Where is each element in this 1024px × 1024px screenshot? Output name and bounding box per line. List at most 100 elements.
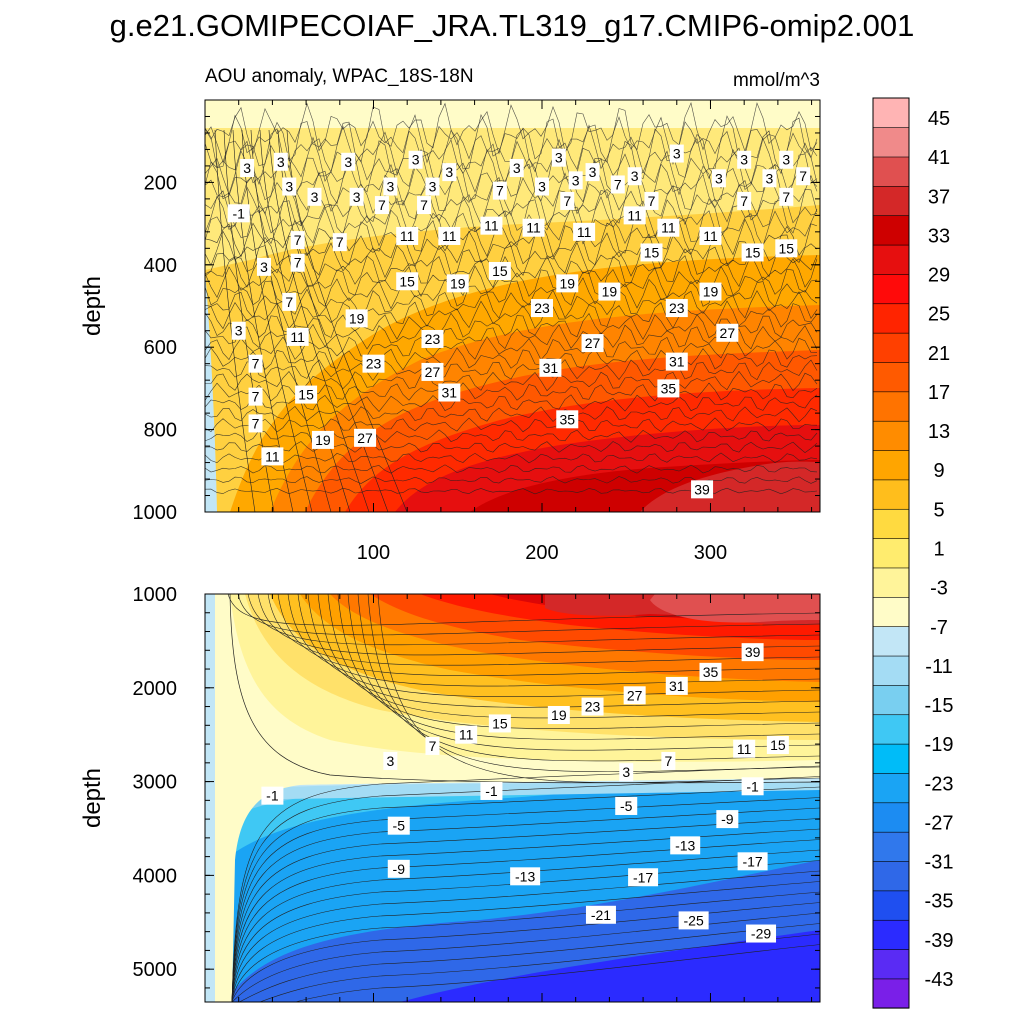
colorbar-label: 45 [928, 108, 950, 130]
top-contour-label: 3 [534, 177, 549, 196]
colorbar-label: 37 [928, 186, 950, 208]
contour-label-box [425, 736, 440, 755]
contour-label-text: 7 [648, 193, 656, 209]
bottom-contour-label: 11 [455, 725, 478, 744]
top-contour-label: 31 [539, 358, 562, 377]
contour-label-box [737, 852, 768, 871]
bottom-contour-label: 3 [383, 751, 398, 770]
contour-label-text: 3 [260, 259, 268, 275]
bottom-contour-line-cold [232, 933, 820, 1002]
top-contour-line [205, 253, 818, 289]
colorbar-label: -15 [925, 695, 954, 717]
top-contour-label: 19 [345, 309, 368, 328]
bottom-contour-label: 3 [619, 763, 634, 782]
bottom-contour-label: -9 [716, 810, 739, 829]
bottom-panel: 39 35 31 27 23 19 15 15 11 11 7 7 3 3 -1 -1 -1 -5 -5 -9 -9 -1… [79, 584, 821, 1003]
contour-label-box [766, 736, 789, 755]
contour-label-box [762, 169, 777, 188]
top-contour-line [205, 241, 818, 279]
colorbar-swatch [872, 361, 910, 393]
top-contour-label: 23 [362, 354, 385, 373]
contour-label-text: 3 [429, 179, 437, 195]
contour-label-box [699, 282, 722, 301]
contour-label-box [307, 187, 322, 206]
contour-label-text: 3 [285, 179, 293, 195]
top-contour-label: 23 [665, 299, 688, 318]
colorbar-swatch [872, 919, 910, 950]
contour-label-box [349, 187, 364, 206]
contour-label-box [311, 430, 334, 449]
contour-label-box [627, 167, 642, 186]
bottom-fill-band [400, 930, 820, 1002]
top-contour-label: 19 [311, 430, 334, 449]
bottom-ytick-label: 5000 [133, 959, 178, 981]
contour-label-text: -9 [393, 861, 406, 877]
bottom-contour-label: 15 [488, 714, 511, 733]
top-contour-line [205, 300, 818, 330]
main-title: g.e21.GOMIPECOIAF_JRA.TL319_g17.CMIP6-om… [110, 8, 915, 43]
bottom-contour-line-cold [231, 881, 820, 1002]
colorbar-label: 9 [933, 460, 944, 482]
bottom-contour-line-warm [227, 594, 820, 626]
contour-label-box [699, 662, 722, 681]
bottom-contour-label: 7 [661, 751, 676, 770]
top-contour-label: 11 [480, 216, 503, 235]
contour-label-text: 23 [366, 356, 382, 372]
contour-label-text: 3 [386, 753, 394, 769]
contour-label-box [665, 676, 688, 695]
contour-label-text: 7 [252, 415, 260, 431]
top-contour-label: 7 [282, 292, 297, 311]
colorbar-label: -43 [925, 969, 954, 991]
top-contour-label: 7 [492, 181, 507, 200]
bottom-axes: 1000 2000 3000 4000 5000 [133, 584, 820, 1002]
contour-label-text: -21 [591, 907, 611, 923]
contour-label-text: 3 [538, 179, 546, 195]
top-contour-label: 23 [421, 329, 444, 348]
colorbar-label: -39 [925, 930, 954, 952]
colorbar-swatch [872, 156, 910, 187]
colorbar-label: 1 [933, 539, 944, 561]
contour-label-box [248, 354, 263, 373]
bottom-contour-line-cold [232, 944, 820, 1002]
bottom-contour-label: -1 [741, 777, 764, 796]
contour-label-text: 19 [559, 275, 575, 291]
colorbar-swatch [872, 743, 910, 774]
contour-label-text: 15 [770, 737, 786, 753]
bottom-contour-line-warm [277, 594, 820, 676]
contour-label-text: 3 [740, 152, 748, 168]
top-contour-label: 27 [716, 323, 739, 342]
contour-label-text: 11 [459, 727, 474, 743]
contour-label-box [699, 226, 722, 245]
bottom-contour-label: -25 [678, 911, 709, 930]
top-contour-label: 19 [556, 274, 579, 293]
bottom-contour-label: -13 [510, 867, 541, 886]
contour-label-text: -1 [746, 778, 759, 794]
bottom-plot-frame [204, 593, 821, 1003]
colorbar-label: -35 [925, 891, 954, 913]
top-contour-label: 3 [669, 144, 684, 163]
top-contour-line [205, 171, 818, 217]
contour-label-box [581, 334, 604, 353]
colorbar-swatch [872, 772, 910, 804]
top-contour-label: 3 [551, 148, 566, 167]
contour-label-box [240, 158, 255, 177]
contour-label-box [442, 163, 457, 182]
bottom-contour-line-cold [231, 818, 820, 1002]
contour-label-text: 3 [673, 146, 681, 162]
contour-label-box [733, 739, 756, 758]
top-contour-label: 27 [354, 428, 377, 447]
contour-label-text: 11 [290, 329, 305, 345]
bottom-contour-label: 15 [766, 736, 789, 755]
contour-label-box [678, 911, 709, 930]
bottom-contour-label: -17 [628, 868, 659, 887]
contour-label-text: 3 [555, 150, 563, 166]
colorbar-swatch [872, 508, 910, 539]
top-contour-label: 7 [374, 196, 389, 215]
colorbar-label: -27 [925, 813, 954, 835]
contour-label-text: 39 [745, 644, 761, 660]
bottom-contour-label: -9 [387, 859, 410, 878]
colorbar-label: -7 [930, 617, 948, 639]
top-contour-label: 19 [699, 282, 722, 301]
bottom-ytick-label: 2000 [133, 678, 178, 700]
contour-label-text: 27 [585, 335, 601, 351]
